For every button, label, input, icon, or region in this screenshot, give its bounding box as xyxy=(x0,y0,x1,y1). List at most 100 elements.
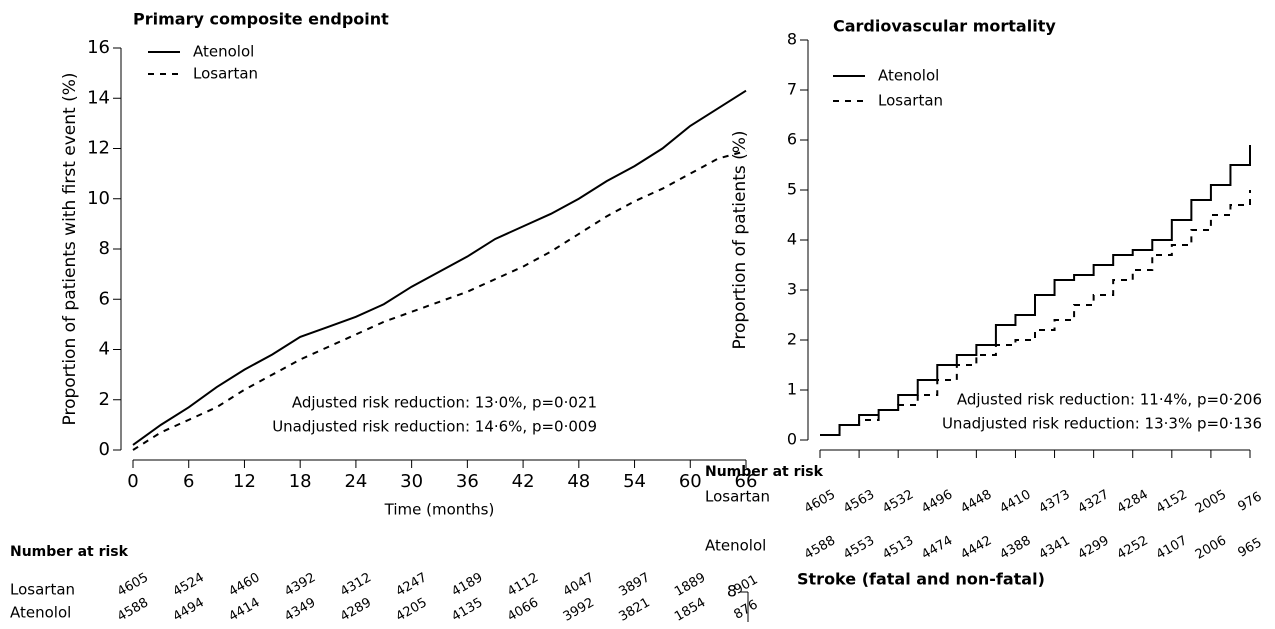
y-tick-label: 12 xyxy=(87,138,110,159)
y-axis-label: Proportion of patients with first event … xyxy=(60,73,80,426)
risk-count: 965 xyxy=(1235,535,1264,560)
y-tick-label: 0 xyxy=(99,439,110,460)
y-tick-label: 4 xyxy=(99,339,110,360)
risk-count: 4474 xyxy=(919,533,955,563)
km-curve xyxy=(132,150,747,451)
risk-count: 4588 xyxy=(802,533,838,563)
risk-count: 4494 xyxy=(171,595,207,625)
risk-count: 4605 xyxy=(802,487,838,517)
y-tick-label: 14 xyxy=(87,87,110,108)
y-tick-label: 4 xyxy=(787,230,797,249)
x-tick-label: 0 xyxy=(127,471,138,492)
x-tick-label: 42 xyxy=(512,471,535,492)
risk-count: 4312 xyxy=(338,570,374,600)
risk-count: 4460 xyxy=(226,570,262,600)
risk-count: 4588 xyxy=(115,595,151,625)
x-tick-label: 18 xyxy=(289,471,312,492)
legend-label: Atenolol xyxy=(878,67,939,85)
legend-label: Atenolol xyxy=(193,43,254,61)
risk-count: 4135 xyxy=(449,595,485,625)
annotation: Adjusted risk reduction: 11·4%, p=0·206 xyxy=(957,391,1262,409)
risk-count: 4410 xyxy=(997,487,1033,517)
risk-count: 4392 xyxy=(282,570,318,600)
risk-row-label: Losartan xyxy=(705,488,770,506)
risk-count: 4496 xyxy=(919,487,955,517)
y-tick-label: 2 xyxy=(99,389,110,410)
risk-title: Number at risk xyxy=(10,544,129,560)
risk-count: 4605 xyxy=(115,570,151,600)
y-tick-label: 7 xyxy=(787,80,797,99)
y-tick-label: 1 xyxy=(787,380,797,399)
risk-count: 4448 xyxy=(958,487,994,517)
risk-count: 4112 xyxy=(505,570,541,600)
risk-count: 4513 xyxy=(880,533,916,563)
risk-count: 1854 xyxy=(672,595,708,625)
risk-count: 4341 xyxy=(1036,533,1072,563)
legend-label: Losartan xyxy=(193,65,258,83)
km-curve xyxy=(820,190,1251,436)
risk-count: 4349 xyxy=(282,595,318,625)
y-tick-label: 6 xyxy=(787,130,797,149)
x-tick-label: 12 xyxy=(233,471,256,492)
risk-count: 1889 xyxy=(672,570,708,600)
risk-count: 4414 xyxy=(226,595,262,625)
km-curve xyxy=(132,89,747,446)
risk-count: 4247 xyxy=(394,570,430,600)
risk-row-label: Atenolol xyxy=(705,537,766,555)
y-tick-label: 8 xyxy=(787,30,797,49)
x-axis-label: Time (months) xyxy=(384,501,495,519)
risk-count: 4532 xyxy=(880,487,916,517)
risk-count: 3897 xyxy=(616,570,652,600)
risk-count: 4553 xyxy=(841,533,877,563)
y-tick-label: 16 xyxy=(87,37,110,58)
risk-count: 4205 xyxy=(394,595,430,625)
risk-count: 4066 xyxy=(505,595,541,625)
risk-row-label: Losartan xyxy=(10,581,75,599)
legend-label: Losartan xyxy=(878,92,943,110)
annotation: Unadjusted risk reduction: 14·6%, p=0·00… xyxy=(272,418,597,436)
risk-count: 4388 xyxy=(997,533,1033,563)
risk-count: 4373 xyxy=(1036,487,1072,517)
annotation: Adjusted risk reduction: 13·0%, p=0·021 xyxy=(292,394,597,412)
chart-title: Cardiovascular mortality xyxy=(833,17,1056,36)
y-axis-label: Proportion of patients (%) xyxy=(730,130,750,349)
risk-count: 4189 xyxy=(449,570,485,600)
risk-count: 4524 xyxy=(171,570,207,600)
annotation: Unadjusted risk reduction: 13·3% p=0·136 xyxy=(942,415,1262,433)
risk-count: 3821 xyxy=(616,595,652,625)
risk-count: 876 xyxy=(731,597,760,622)
risk-count: 976 xyxy=(1235,489,1264,514)
risk-count: 4327 xyxy=(1076,487,1112,517)
x-tick-label: 48 xyxy=(567,471,590,492)
x-tick-label: 66 xyxy=(735,471,758,492)
y-tick-label: 5 xyxy=(787,180,797,199)
risk-count: 2006 xyxy=(1193,533,1229,563)
y-tick-label: 10 xyxy=(87,188,110,209)
risk-title: Number at risk xyxy=(705,464,824,480)
y-tick-label: 0 xyxy=(787,430,797,449)
chart-title: Stroke (fatal and non-fatal) xyxy=(797,570,1045,589)
risk-count: 3992 xyxy=(561,595,597,625)
x-tick-label: 60 xyxy=(679,471,702,492)
y-tick-label: 6 xyxy=(99,288,110,309)
x-tick-label: 24 xyxy=(344,471,367,492)
risk-count: 4284 xyxy=(1115,487,1151,517)
risk-count: 4152 xyxy=(1154,487,1190,517)
chart-title: Primary composite endpoint xyxy=(133,10,389,29)
x-tick-label: 36 xyxy=(456,471,479,492)
y-tick-label: 8 xyxy=(727,582,737,601)
risk-count: 4047 xyxy=(561,570,597,600)
risk-count: 4252 xyxy=(1115,533,1151,563)
risk-row-label: Atenolol xyxy=(10,604,71,622)
y-tick-label: 8 xyxy=(99,238,110,259)
x-tick-label: 54 xyxy=(623,471,646,492)
x-tick-label: 6 xyxy=(183,471,194,492)
risk-count: 4563 xyxy=(841,487,877,517)
y-tick-label: 2 xyxy=(787,330,797,349)
risk-count: 4442 xyxy=(958,533,994,563)
risk-count: 4299 xyxy=(1076,533,1112,563)
x-tick-label: 30 xyxy=(400,471,423,492)
risk-count: 4107 xyxy=(1154,533,1190,563)
risk-count: 4289 xyxy=(338,595,374,625)
